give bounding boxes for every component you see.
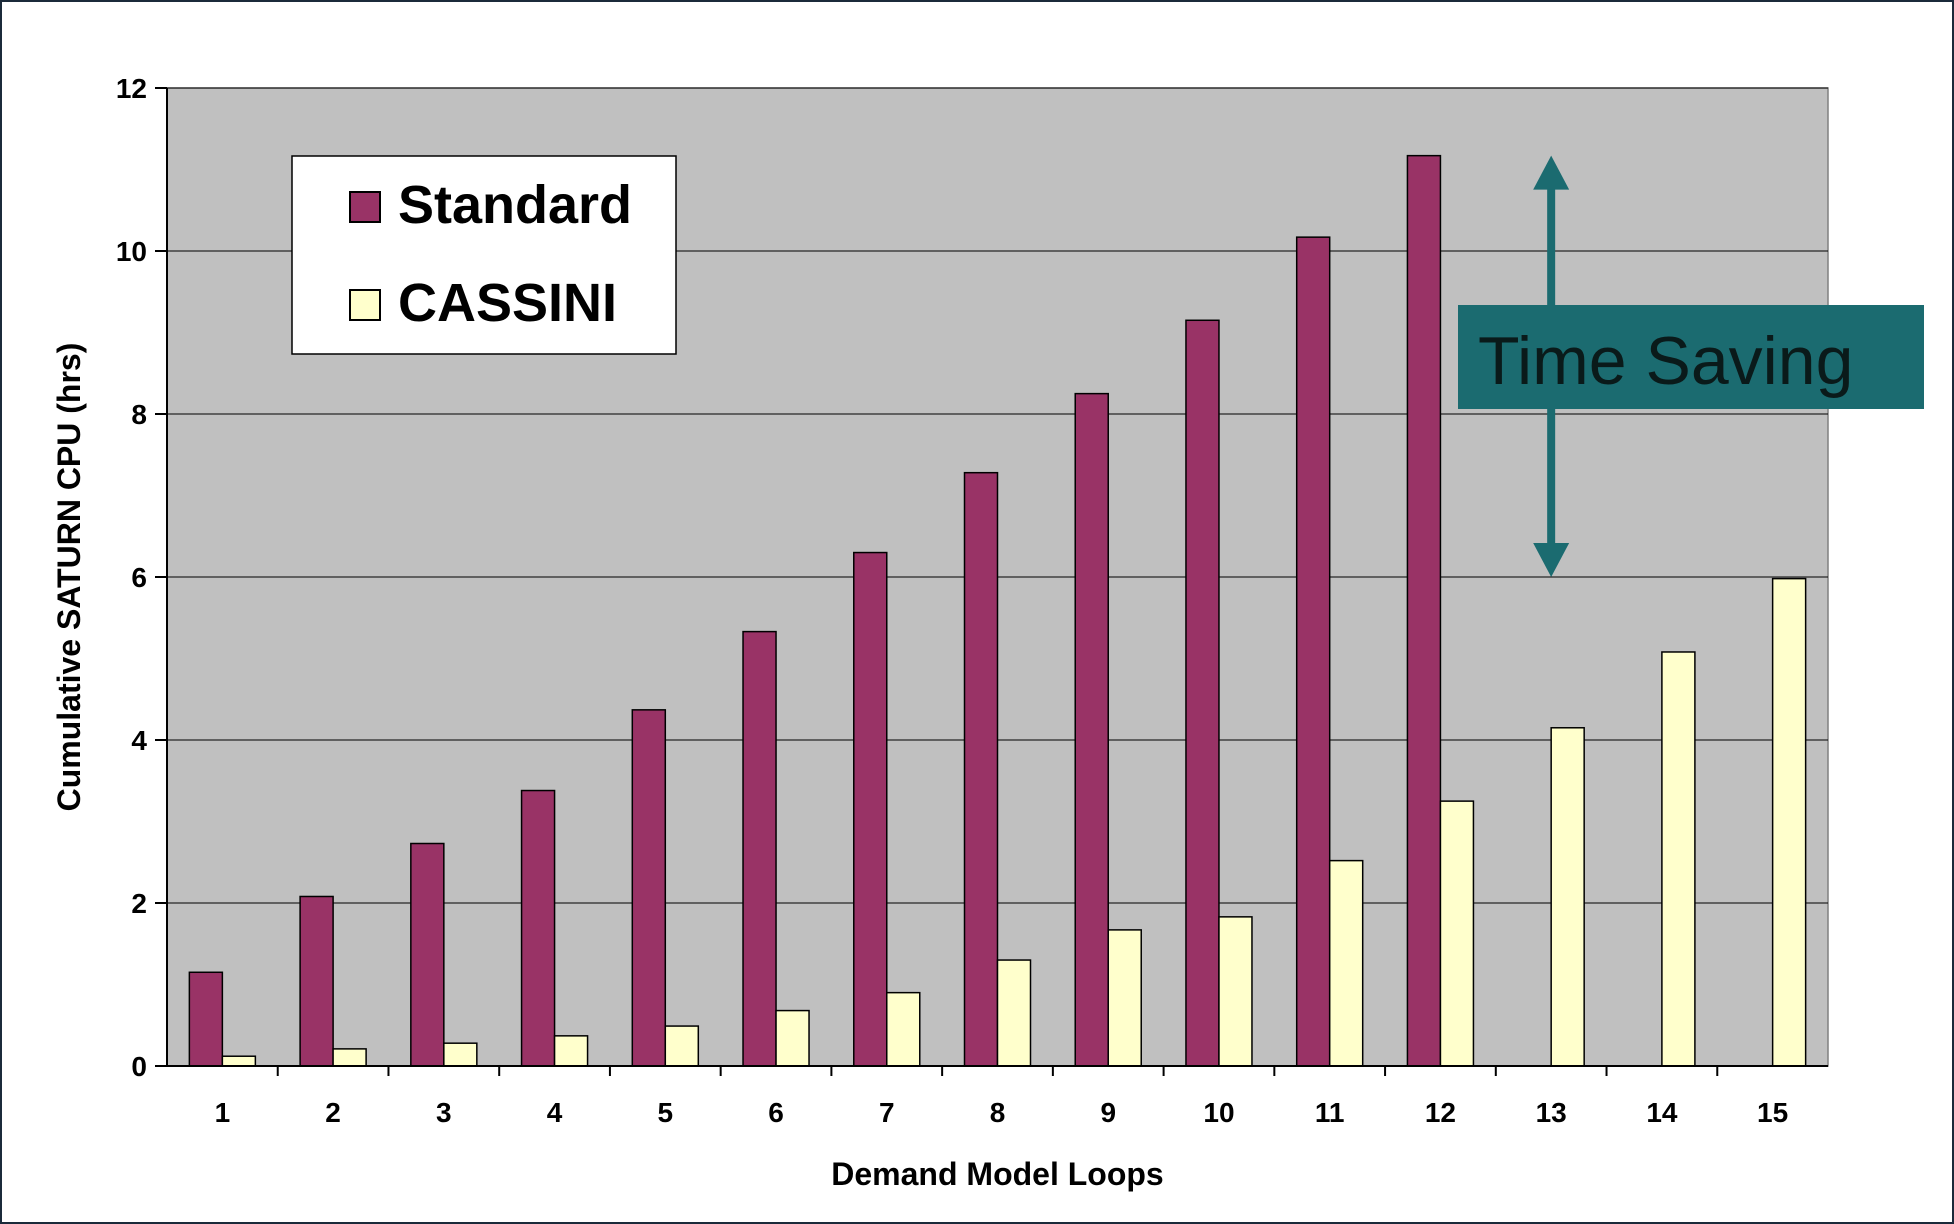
y-tick-label: 12 [116, 73, 147, 104]
legend-swatch-cassini [349, 289, 381, 321]
x-tick-label: 4 [547, 1097, 563, 1128]
bar-standard [520, 789, 556, 1067]
legend-swatch-standard [349, 191, 381, 223]
arrow-down-icon [1533, 543, 1570, 577]
bars [188, 154, 1807, 1067]
x-tick-label: 1 [215, 1097, 231, 1128]
bar-standard [1074, 392, 1109, 1067]
bar-cassini [553, 1035, 589, 1067]
bar-cassini [443, 1042, 478, 1067]
bar-cassini [1771, 577, 1807, 1067]
x-tick-label: 11 [1315, 1097, 1345, 1128]
legend-label-standard: Standard [398, 175, 632, 235]
time-saving-label: Time Saving [1478, 323, 1853, 399]
bar-standard [188, 971, 224, 1067]
bar-cassini [886, 991, 921, 1067]
bar-standard [853, 551, 888, 1067]
x-tick-label: 13 [1536, 1097, 1567, 1128]
y-tick-label: 6 [131, 562, 147, 593]
arrow-up-icon [1533, 155, 1570, 190]
bar-cassini [1328, 859, 1364, 1067]
bar-cassini [664, 1025, 700, 1067]
bar-cassini [1661, 651, 1696, 1067]
y-tick-label: 10 [116, 236, 147, 267]
x-tick-label: 14 [1646, 1097, 1678, 1128]
bar-cassini [1218, 916, 1253, 1067]
time-saving-annotation: Time Saving [1458, 155, 1924, 577]
y-tick-label: 4 [131, 725, 147, 756]
bar-cassini [1107, 929, 1142, 1067]
bar-cassini [996, 959, 1032, 1067]
x-tick-label: 6 [768, 1097, 784, 1128]
x-tick-label: 8 [990, 1097, 1006, 1128]
legend-label-cassini: CASSINI [398, 273, 617, 333]
y-tick-label: 8 [131, 399, 147, 430]
bar-standard [1406, 154, 1442, 1067]
y-tick-label: 2 [131, 888, 147, 919]
bar-standard [1295, 236, 1331, 1067]
time-saving-callout-box [1458, 305, 1924, 409]
bar-cassini [221, 1055, 257, 1067]
y-tick-label: 0 [131, 1051, 147, 1082]
x-tick-label: 10 [1203, 1097, 1234, 1128]
bar-standard [631, 709, 667, 1067]
x-tick-label: 15 [1757, 1097, 1788, 1128]
bar-cassini [1439, 800, 1475, 1067]
bar-standard [742, 630, 777, 1067]
x-tick-label: 12 [1425, 1097, 1456, 1128]
x-axis-title: Demand Model Loops [831, 1156, 1163, 1192]
bar-cassini [775, 1009, 810, 1067]
x-tick-label: 3 [436, 1097, 452, 1128]
x-tick-label: 7 [879, 1097, 895, 1128]
x-tick-label: 5 [658, 1097, 674, 1128]
bar-standard [299, 895, 334, 1067]
legend: Standard CASSINI [291, 155, 677, 355]
bar-standard [963, 471, 999, 1067]
bar-cassini [332, 1048, 367, 1067]
bar-standard [410, 842, 445, 1067]
bar-standard [1185, 319, 1220, 1067]
x-tick-label: 2 [325, 1097, 341, 1128]
y-axis-title: Cumulative SATURN CPU (hrs) [51, 343, 87, 812]
bar-cassini [1550, 727, 1585, 1067]
x-tick-label: 9 [1100, 1097, 1116, 1128]
